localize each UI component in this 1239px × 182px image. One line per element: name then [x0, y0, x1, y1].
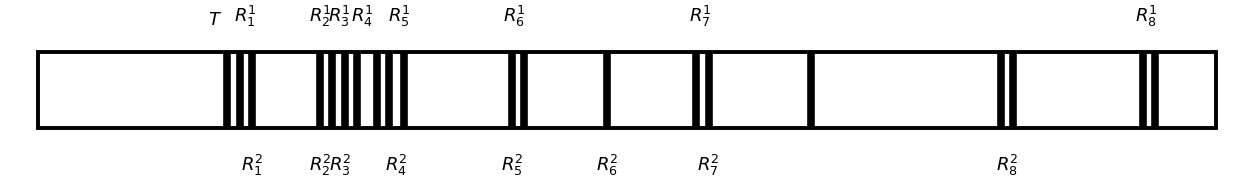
Text: $R_{5}^{2}$: $R_{5}^{2}$: [501, 153, 523, 178]
Text: $R_{3}^{1}$: $R_{3}^{1}$: [328, 4, 351, 29]
Text: $R_{1}^{1}$: $R_{1}^{1}$: [234, 4, 256, 29]
Text: $R_{2}^{1}$: $R_{2}^{1}$: [309, 4, 331, 29]
Text: $R_{7}^{2}$: $R_{7}^{2}$: [698, 153, 720, 178]
Text: $R_{5}^{1}$: $R_{5}^{1}$: [388, 4, 410, 29]
Text: $R_{7}^{1}$: $R_{7}^{1}$: [689, 4, 711, 29]
Text: $R_{6}^{1}$: $R_{6}^{1}$: [503, 4, 525, 29]
Text: $R_{8}^{1}$: $R_{8}^{1}$: [1135, 4, 1158, 29]
Text: $T$: $T$: [208, 11, 222, 29]
Text: $R_{1}^{2}$: $R_{1}^{2}$: [240, 153, 263, 178]
Text: $R_{3}^{2}$: $R_{3}^{2}$: [328, 153, 351, 178]
Text: $R_{4}^{1}$: $R_{4}^{1}$: [351, 4, 373, 29]
Bar: [38, 52, 1215, 128]
Text: $R_{8}^{2}$: $R_{8}^{2}$: [996, 153, 1018, 178]
Text: $R_{2}^{2}$: $R_{2}^{2}$: [309, 153, 331, 178]
Text: $R_{4}^{2}$: $R_{4}^{2}$: [385, 153, 408, 178]
Text: $R_{6}^{2}$: $R_{6}^{2}$: [596, 153, 618, 178]
